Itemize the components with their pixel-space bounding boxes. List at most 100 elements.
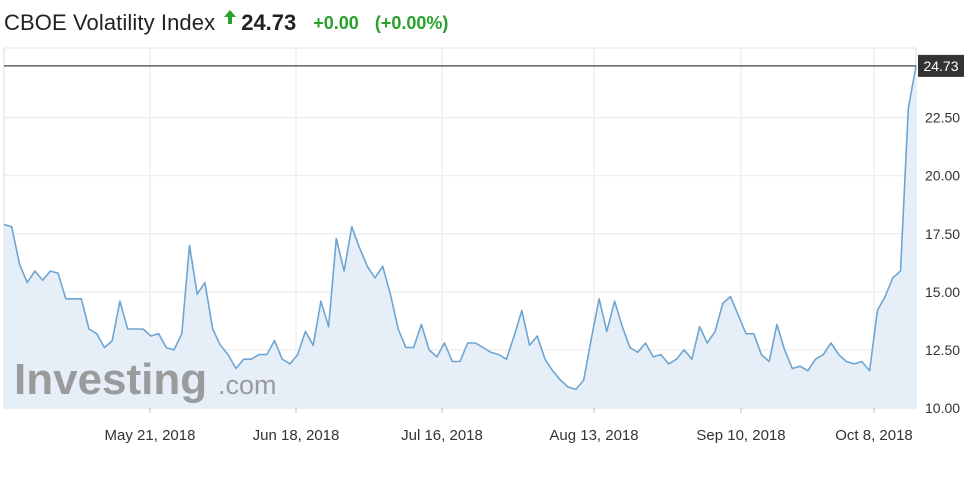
data-point <box>506 358 508 360</box>
data-point <box>768 361 770 363</box>
data-point <box>815 358 817 360</box>
data-point <box>405 347 407 349</box>
data-point <box>544 358 546 360</box>
data-point <box>374 277 376 279</box>
last-price: 24.73 <box>241 10 297 35</box>
data-point <box>521 310 523 312</box>
data-point <box>266 354 268 356</box>
data-point <box>676 358 678 360</box>
data-point <box>629 347 631 349</box>
data-point <box>614 300 616 302</box>
data-point <box>19 263 21 265</box>
data-point <box>730 296 732 298</box>
data-point <box>281 358 283 360</box>
data-point <box>498 354 500 356</box>
data-point <box>714 331 716 333</box>
data-point <box>42 280 44 282</box>
data-point <box>823 354 825 356</box>
data-point <box>467 342 469 344</box>
data-point <box>722 303 724 305</box>
data-point <box>328 326 330 328</box>
data-point <box>877 310 879 312</box>
data-point <box>150 335 152 337</box>
data-point <box>660 354 662 356</box>
data-point <box>351 226 353 228</box>
data-point <box>567 386 569 388</box>
data-point <box>784 349 786 351</box>
data-point <box>181 333 183 335</box>
data-point <box>3 224 5 226</box>
data-point <box>104 347 106 349</box>
data-point <box>513 335 515 337</box>
y-tick-label: 17.50 <box>925 226 960 242</box>
data-point <box>745 333 747 335</box>
data-point <box>189 245 191 247</box>
y-tick-label: 15.00 <box>925 284 960 300</box>
data-point <box>645 342 647 344</box>
x-tick-label: Jul 16, 2018 <box>401 427 483 444</box>
data-point <box>799 365 801 367</box>
data-point <box>482 347 484 349</box>
data-point <box>158 333 160 335</box>
last-price-label: 24.73 <box>923 58 958 74</box>
data-point <box>204 282 206 284</box>
data-point <box>397 328 399 330</box>
data-point <box>475 342 477 344</box>
data-point <box>606 331 608 333</box>
data-point <box>34 270 36 272</box>
data-point <box>166 347 168 349</box>
data-point <box>413 347 415 349</box>
data-point <box>274 340 276 342</box>
data-point <box>699 326 701 328</box>
data-point <box>111 340 113 342</box>
data-point <box>892 277 894 279</box>
data-point <box>65 298 67 300</box>
data-point <box>830 342 832 344</box>
data-point <box>537 335 539 337</box>
data-point <box>444 342 446 344</box>
data-point <box>336 238 338 240</box>
data-point <box>838 354 840 356</box>
data-point <box>359 247 361 249</box>
y-tick-label: 12.50 <box>925 342 960 358</box>
data-point <box>776 324 778 326</box>
data-point <box>707 342 709 344</box>
data-point <box>598 298 600 300</box>
data-point <box>243 358 245 360</box>
series-line <box>3 65 917 391</box>
data-point <box>173 349 175 351</box>
data-point <box>312 345 314 347</box>
data-point <box>490 352 492 354</box>
data-point <box>390 293 392 295</box>
data-point <box>96 333 98 335</box>
data-point <box>50 270 52 272</box>
data-point <box>227 354 229 356</box>
data-point <box>367 266 369 268</box>
data-point <box>421 324 423 326</box>
data-point <box>343 270 345 272</box>
up-arrow-icon <box>224 10 237 24</box>
data-point <box>761 354 763 356</box>
data-point <box>575 389 577 391</box>
price-change-percent: (+0.00%) <box>374 12 449 33</box>
last-price-box <box>918 54 964 77</box>
data-point <box>258 354 260 356</box>
data-point <box>652 356 654 358</box>
data-point <box>305 331 307 333</box>
price-change: +0.00 <box>313 12 359 33</box>
data-point <box>846 361 848 363</box>
data-point <box>583 379 585 381</box>
data-point <box>853 363 855 365</box>
data-point <box>900 270 902 272</box>
watermark-suffix: .com <box>218 370 277 400</box>
data-point <box>560 379 562 381</box>
data-point <box>212 328 214 330</box>
y-tick-label: 10.00 <box>925 400 960 416</box>
data-point <box>127 328 129 330</box>
data-point <box>529 345 531 347</box>
data-point <box>11 226 13 228</box>
data-point <box>81 298 83 300</box>
data-point <box>196 293 198 295</box>
